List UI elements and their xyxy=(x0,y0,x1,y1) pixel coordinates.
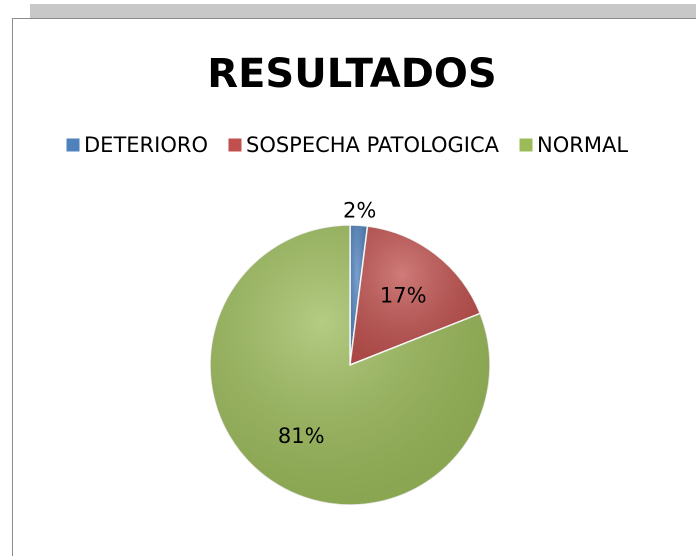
legend-marker xyxy=(227,137,243,153)
legend: DETERIORO SOSPECHA PATOLOGICA NORMAL xyxy=(65,133,628,157)
window-bar xyxy=(30,4,696,18)
legend-label: NORMAL xyxy=(537,133,628,157)
data-label: 2% xyxy=(343,198,376,222)
legend-label: SOSPECHA PATOLOGICA xyxy=(246,133,500,157)
legend-label: DETERIORO xyxy=(84,133,208,157)
legend-marker xyxy=(518,137,534,153)
data-label: 17% xyxy=(380,283,427,307)
legend-marker xyxy=(65,137,81,153)
data-label: 81% xyxy=(278,424,325,448)
chart-title: RESULTADOS xyxy=(207,51,496,97)
